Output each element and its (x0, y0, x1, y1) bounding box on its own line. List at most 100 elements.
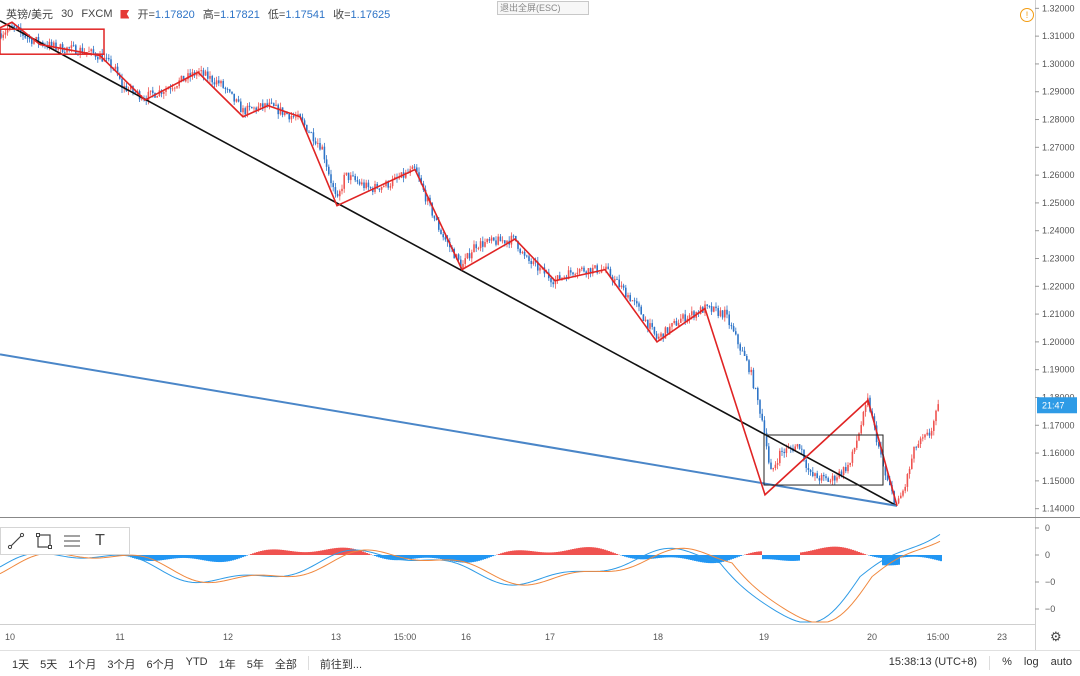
range-6m[interactable]: 6个月 (147, 656, 175, 672)
candle-body (522, 252, 524, 253)
candle-body (64, 52, 66, 53)
y-tick-label: 1.14000 (1042, 504, 1075, 514)
candle-body (715, 307, 717, 309)
range-3m[interactable]: 3个月 (107, 656, 135, 672)
histogram-bar (758, 551, 760, 555)
y-tick-label: 1.21000 (1042, 309, 1075, 319)
histogram-bar (562, 551, 564, 555)
candle-body (352, 175, 354, 176)
candle-body (317, 143, 319, 144)
histogram-bar (174, 555, 176, 558)
candle-body (772, 468, 774, 469)
range-buttons: 1天 5天 1个月 3个月 6个月 YTD 1年 5年 全部 前往到... (12, 656, 362, 672)
histogram-bar (188, 555, 190, 558)
histogram-bar (572, 549, 574, 555)
candle-body (673, 321, 675, 323)
price-axis-bg (1035, 0, 1080, 650)
histogram-bar (252, 553, 254, 555)
line-tool-icon[interactable] (5, 530, 27, 552)
interval-label[interactable]: 30 (61, 8, 73, 20)
candle-body (379, 188, 381, 189)
histogram-bar (526, 551, 528, 555)
histogram-bar (896, 555, 898, 565)
histogram-bar (166, 555, 168, 559)
candle-body (357, 180, 359, 181)
y-tick-label: 1.16000 (1042, 448, 1075, 458)
histogram-bar (196, 555, 198, 559)
range-all[interactable]: 全部 (275, 656, 297, 672)
candle-body (295, 117, 297, 118)
candle-body (552, 282, 554, 284)
separator (989, 656, 990, 670)
histogram-bar (256, 552, 258, 555)
range-ytd[interactable]: YTD (186, 656, 208, 672)
text-tool-icon[interactable]: T (89, 530, 111, 552)
log-toggle[interactable]: log (1024, 656, 1039, 670)
histogram-bar (500, 553, 502, 555)
x-tick-label: 11 (115, 632, 124, 642)
histogram-bar (616, 554, 618, 555)
histogram-bar (880, 555, 882, 558)
range-5y[interactable]: 5年 (247, 656, 264, 672)
histogram-bar (754, 552, 756, 555)
histogram-bar (378, 555, 380, 557)
histogram-bar (606, 550, 608, 555)
histogram-bar (738, 555, 740, 557)
histogram-bar (284, 550, 286, 555)
histogram-bar (860, 553, 862, 555)
histogram-bar (782, 555, 784, 560)
histogram-bar (184, 555, 186, 558)
histogram-bar (600, 549, 602, 555)
histogram-bar (520, 550, 522, 555)
candle-body (365, 183, 367, 188)
open-label: 开= (137, 9, 154, 21)
candle-body (27, 38, 29, 39)
osc-y-tick-label: −0 (1045, 604, 1055, 614)
candle-body (519, 249, 521, 253)
oscillator-slow-line (0, 541, 940, 622)
candle-body (478, 248, 480, 249)
exit-fullscreen-button[interactable]: 退出全屏(ESC) (497, 1, 589, 15)
candle-body (854, 448, 856, 452)
histogram-bar (546, 552, 548, 555)
candle-body (739, 344, 741, 350)
histogram-bar (766, 555, 768, 559)
histogram-bar (938, 555, 940, 561)
histogram-bar (884, 555, 886, 565)
range-1y[interactable]: 1年 (219, 656, 236, 672)
settings-gear-icon[interactable]: ⚙ (1050, 629, 1062, 645)
clock-label[interactable]: 15:38:13 (UTC+8) (889, 656, 977, 670)
fib-tool-icon[interactable] (61, 530, 83, 552)
histogram-bar (662, 555, 664, 558)
candle-body (172, 88, 174, 89)
candle-body (922, 437, 924, 438)
source-label: FXCM (81, 8, 112, 20)
warning-icon[interactable]: ! (1020, 8, 1034, 22)
candle-body (321, 147, 323, 150)
candle-body (247, 106, 249, 115)
symbol-label[interactable]: 英镑/美元 (6, 6, 53, 22)
histogram-bar (830, 547, 832, 555)
range-1m[interactable]: 1个月 (68, 656, 96, 672)
histogram-bar (422, 555, 424, 558)
candle-body (238, 99, 240, 101)
histogram-bar (438, 555, 440, 559)
histogram-bar (430, 555, 432, 558)
histogram-bar (476, 555, 478, 561)
candle-body (836, 477, 838, 480)
range-1d[interactable]: 1天 (12, 656, 29, 672)
range-5d[interactable]: 5天 (40, 656, 57, 672)
rect-tool-icon[interactable] (33, 530, 55, 552)
candle-body (473, 244, 475, 252)
candle-body (909, 469, 911, 474)
histogram-bar (262, 551, 264, 555)
candle-body (440, 230, 442, 234)
histogram-bar (312, 552, 314, 555)
goto-date-button[interactable]: 前往到... (320, 656, 362, 672)
auto-toggle[interactable]: auto (1051, 656, 1072, 670)
percent-toggle[interactable]: % (1002, 656, 1012, 670)
candle-body (240, 102, 242, 113)
x-tick-label: 23 (997, 632, 1007, 642)
open-value: 1.17820 (155, 9, 195, 21)
